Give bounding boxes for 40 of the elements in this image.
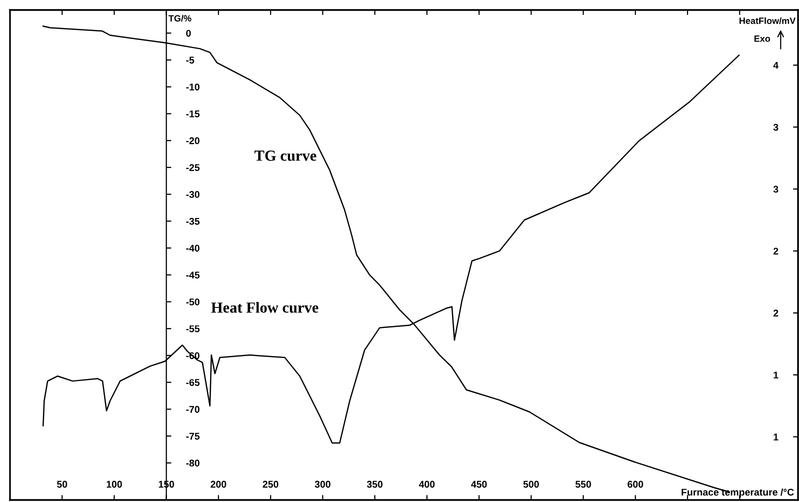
- y2-tick-label: 2: [773, 310, 778, 316]
- y-tick-label: -15: [186, 110, 200, 118]
- x-tick-label: 200: [210, 480, 226, 488]
- y-tick-label: -70: [186, 406, 200, 413]
- x-tick-label: 300: [314, 480, 330, 488]
- x-tick-label: 550: [575, 480, 591, 488]
- y-tick-label: -5: [186, 56, 194, 64]
- annotation: TG curve: [254, 150, 316, 161]
- x-tick-label: 100: [106, 480, 122, 488]
- y-tick-label: -75: [186, 432, 200, 440]
- y-tick-label: -40: [186, 244, 200, 252]
- y-tick-label: 0: [186, 30, 191, 37]
- annotation: Heat Flow curve: [211, 302, 318, 313]
- y-tick-label: -20: [186, 137, 200, 144]
- x-tick-label: 350: [366, 480, 383, 488]
- y2-tick-label: 1: [774, 372, 778, 378]
- y-tick-label: -50: [186, 298, 200, 306]
- y2-tick-label: 1: [774, 434, 778, 440]
- y2-tick-label: 3: [773, 186, 778, 193]
- y-tick-label: -45: [186, 272, 200, 278]
- x-axis-title: Furnace temperature /°C: [682, 488, 794, 498]
- x-tick-label: 400: [418, 480, 435, 488]
- y2-axis-title: HeatFlow/mV: [740, 17, 796, 24]
- y-axis-title: TG/%: [168, 14, 192, 22]
- y2-tick-label: 3: [773, 124, 778, 131]
- y-tick-label: -25: [186, 164, 200, 172]
- annotation: Exo: [754, 36, 770, 42]
- y-tick-label: -10: [186, 84, 200, 90]
- x-tick-label: 450: [471, 480, 487, 488]
- x-tick-label: 500: [523, 480, 539, 488]
- y-tick-label: -55: [186, 325, 200, 332]
- x-tick-label: 600: [628, 480, 644, 488]
- x-tick-label: 50: [57, 480, 68, 488]
- y-tick-label: -80: [186, 460, 200, 467]
- y-tick-label: -35: [186, 218, 200, 225]
- x-tick-label: 250: [262, 480, 278, 488]
- y-tick-label: -30: [186, 191, 200, 198]
- y-tick-label: -65: [186, 379, 200, 386]
- y2-tick-label: 4: [773, 62, 779, 69]
- y2-tick-label: 2: [773, 248, 778, 254]
